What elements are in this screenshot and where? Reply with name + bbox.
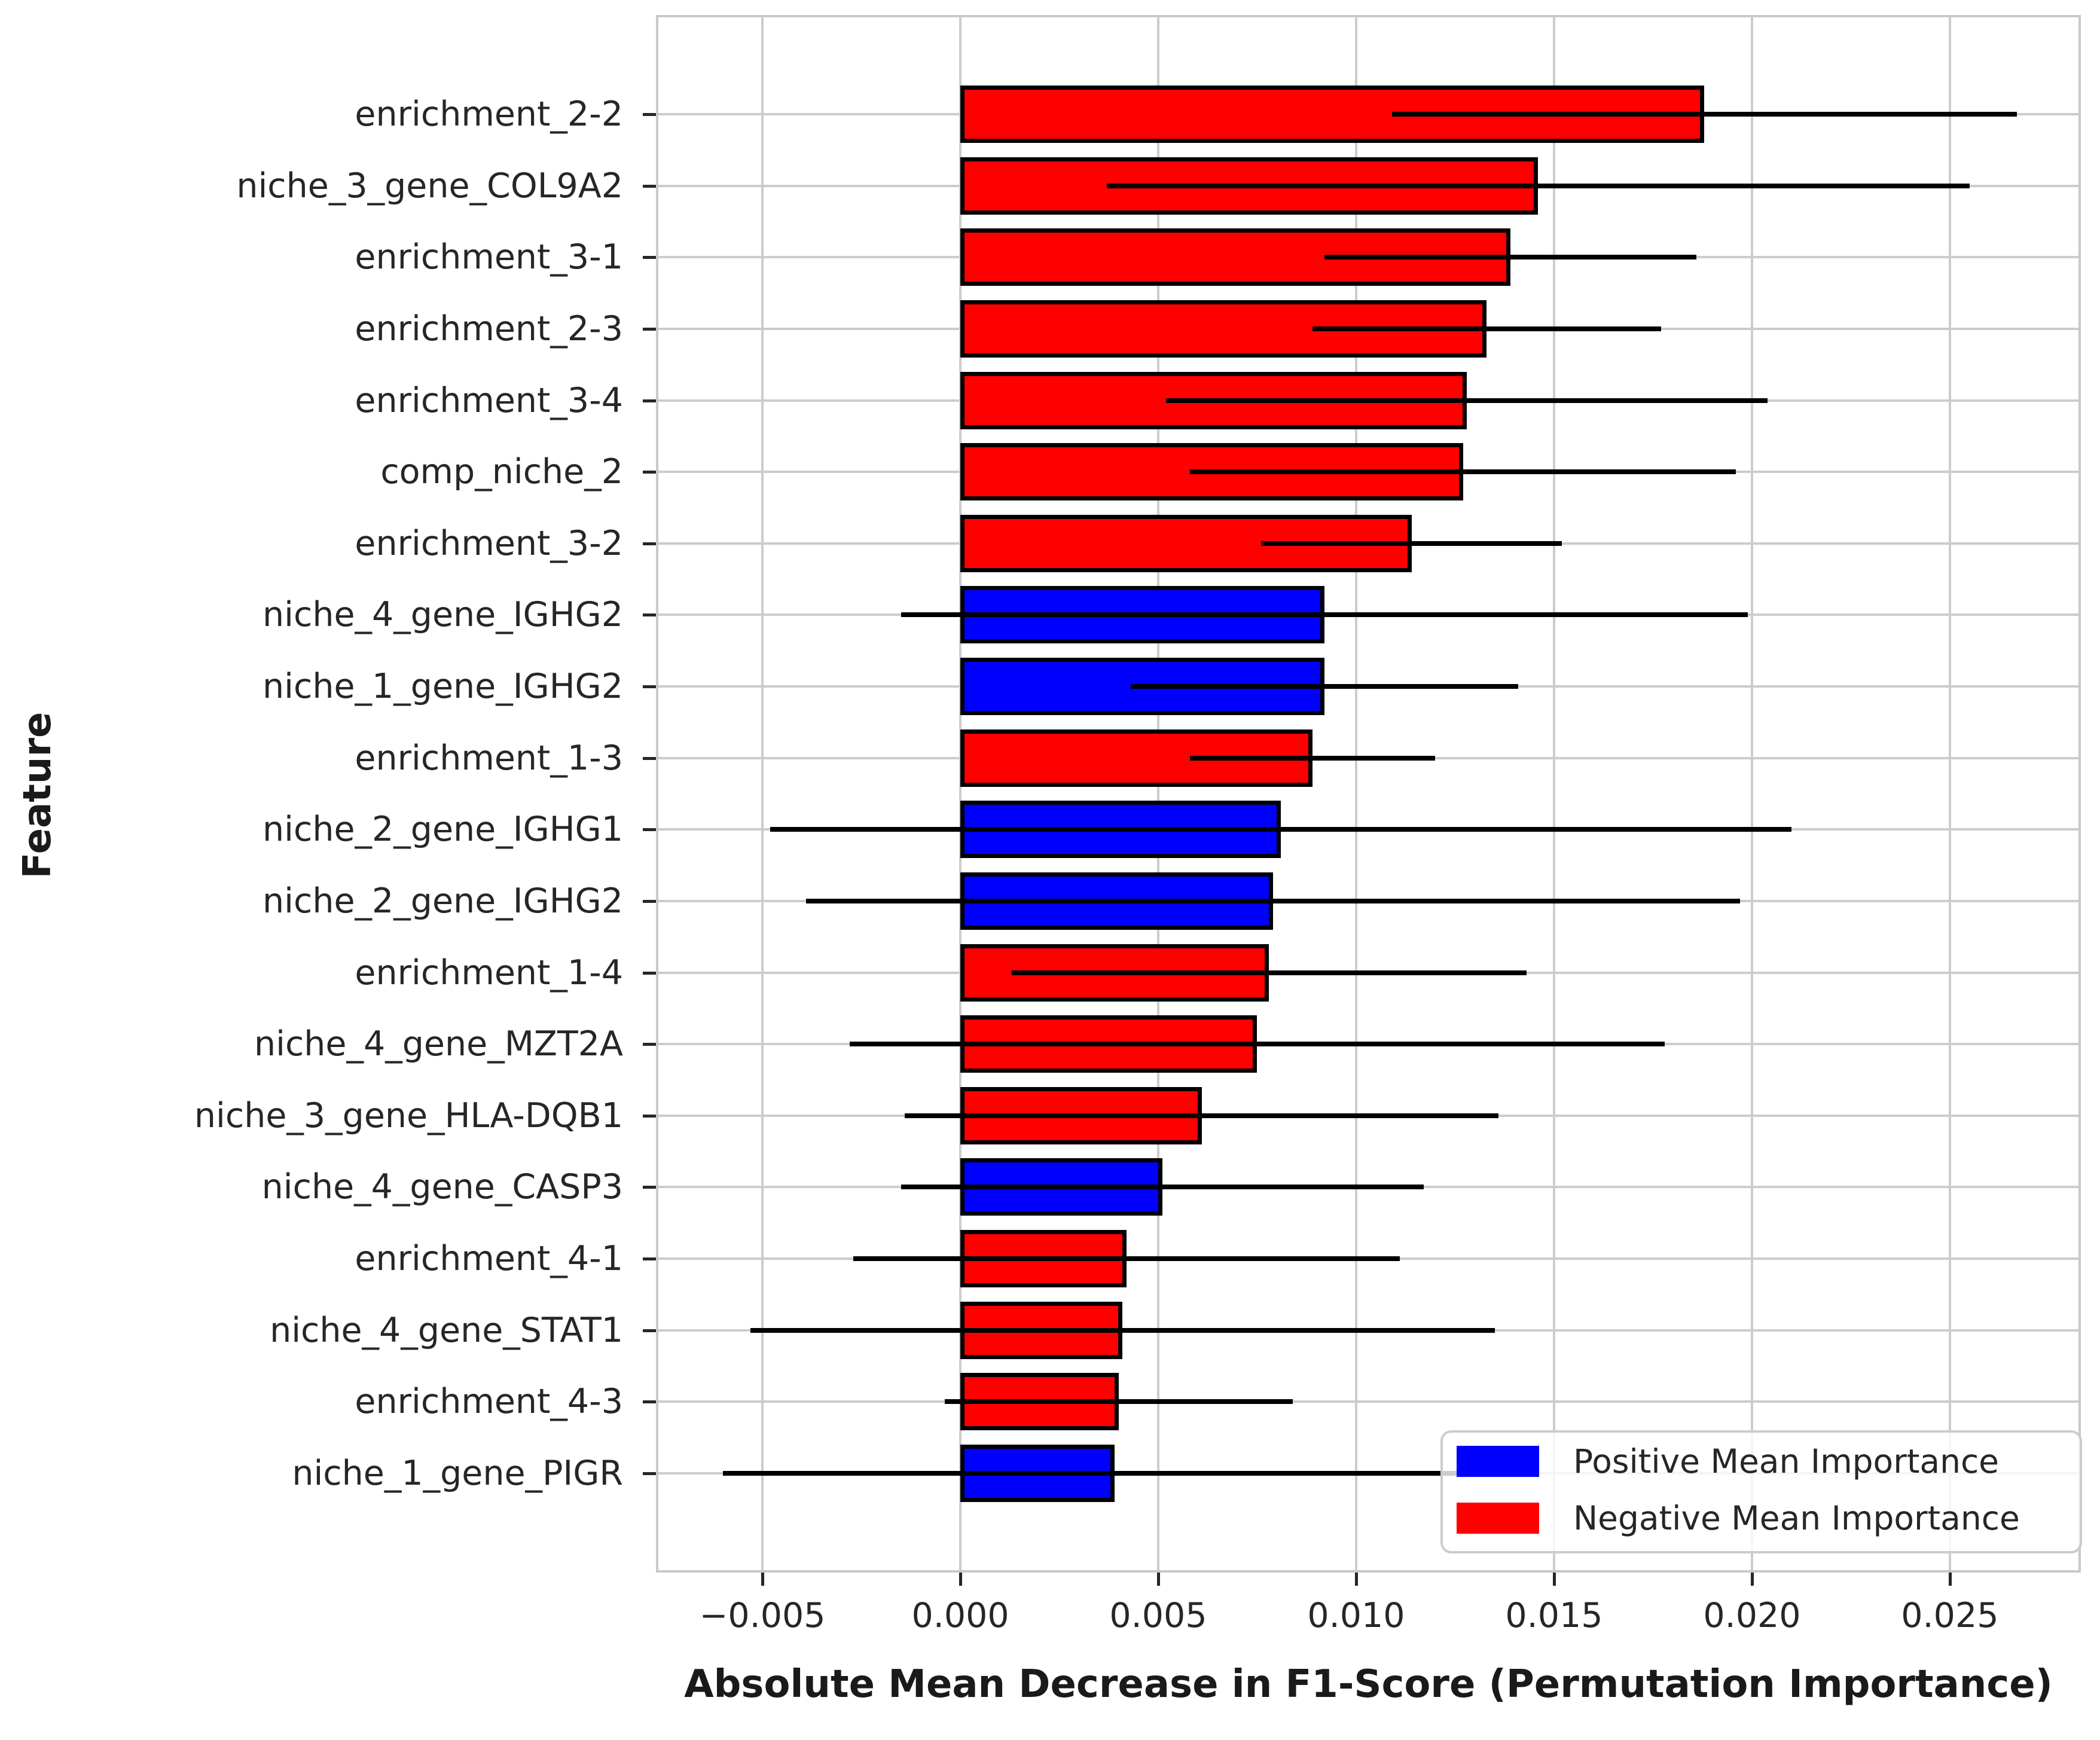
y-tick-label-enrichment_1-4: enrichment_1-4: [355, 953, 623, 993]
y-tickmark-enrichment_3-2: [643, 542, 656, 545]
gridline-x-0.000: [959, 15, 962, 1573]
x-tick-label-0.015: 0.015: [1505, 1596, 1603, 1635]
y-tickmark-comp_niche_2: [643, 471, 656, 474]
y-tickmark-enrichment_3-1: [643, 256, 656, 260]
y-tickmark-niche_4_gene_STAT1: [643, 1329, 656, 1332]
y-tick-label-enrichment_1-3: enrichment_1-3: [355, 738, 623, 778]
error-bar-enrichment_4-3: [944, 1399, 1293, 1405]
y-tick-label-niche_3_gene_HLA-DQB1: niche_3_gene_HLA-DQB1: [194, 1095, 623, 1135]
legend-swatch-positive-icon: [1457, 1445, 1539, 1477]
y-tickmark-enrichment_4-1: [643, 1257, 656, 1261]
y-tickmark-niche_2_gene_IGHG2: [643, 899, 656, 903]
y-tickmark-enrichment_1-4: [643, 971, 656, 975]
gridline-x-0.025: [1948, 15, 1951, 1573]
y-tickmark-enrichment_2-2: [643, 113, 656, 116]
x-tickmark-0.010: [1354, 1573, 1358, 1586]
plot-box: [656, 15, 2081, 1573]
error-bar-niche_3_gene_HLA-DQB1: [905, 1113, 1499, 1118]
bar-enrichment_2-3: [960, 300, 1487, 358]
y-tick-label-enrichment_2-2: enrichment_2-2: [355, 94, 623, 134]
error-bar-niche_4_gene_CASP3: [901, 1185, 1424, 1190]
y-tick-label-niche_3_gene_COL9A2: niche_3_gene_COL9A2: [236, 166, 623, 206]
y-tickmark-enrichment_2-3: [643, 327, 656, 331]
legend-label-positive: Positive Mean Importance: [1573, 1442, 2000, 1480]
y-tickmark-enrichment_4-3: [643, 1400, 656, 1404]
y-tick-label-enrichment_3-1: enrichment_3-1: [355, 237, 623, 277]
error-bar-niche_3_gene_COL9A2: [1106, 183, 1970, 188]
y-tick-label-comp_niche_2: comp_niche_2: [380, 452, 623, 492]
legend-label-negative: Negative Mean Importance: [1573, 1498, 2020, 1537]
y-tickmark-niche_1_gene_PIGR: [643, 1472, 656, 1475]
gridline-x-0.015: [1552, 15, 1555, 1573]
error-bar-niche_2_gene_IGHG2: [805, 898, 1741, 903]
y-tickmark-enrichment_3-4: [643, 399, 656, 402]
error-bar-enrichment_3-2: [1261, 541, 1562, 546]
y-tick-label-niche_4_gene_CASP3: niche_4_gene_CASP3: [261, 1167, 623, 1207]
x-tick-label-−0.005: −0.005: [699, 1596, 826, 1635]
error-bar-niche_1_gene_IGHG2: [1130, 684, 1519, 689]
x-tick-label-0.020: 0.020: [1703, 1596, 1801, 1635]
gridline-x-0.005: [1157, 15, 1159, 1573]
y-tick-label-enrichment_3-4: enrichment_3-4: [355, 380, 623, 420]
y-tick-label-niche_1_gene_PIGR: niche_1_gene_PIGR: [292, 1454, 623, 1493]
y-tickmark-niche_3_gene_COL9A2: [643, 184, 656, 188]
legend-item-negative: Negative Mean Importance: [1443, 1489, 2080, 1546]
y-tick-label-niche_2_gene_IGHG2: niche_2_gene_IGHG2: [262, 881, 623, 921]
x-tickmark-0.005: [1157, 1573, 1160, 1586]
y-tickmark-niche_4_gene_CASP3: [643, 1186, 656, 1189]
legend-swatch-negative-icon: [1457, 1502, 1539, 1534]
y-tick-label-niche_1_gene_IGHG2: niche_1_gene_IGHG2: [262, 667, 623, 707]
y-tick-label-niche_2_gene_IGHG1: niche_2_gene_IGHG1: [262, 810, 623, 850]
error-bar-niche_4_gene_IGHG2: [901, 612, 1748, 618]
y-tick-label-niche_4_gene_IGHG2: niche_4_gene_IGHG2: [262, 595, 623, 635]
error-bar-enrichment_2-3: [1312, 326, 1661, 331]
error-bar-niche_4_gene_STAT1: [750, 1327, 1495, 1333]
error-bar-enrichment_2-2: [1391, 112, 2017, 117]
x-tickmark-−0.005: [761, 1573, 765, 1586]
error-bar-enrichment_1-4: [1012, 970, 1527, 975]
y-tickmark-enrichment_1-3: [643, 756, 656, 760]
y-axis-label: Feature: [16, 712, 60, 879]
y-tick-label-enrichment_3-2: enrichment_3-2: [355, 523, 623, 563]
y-tick-label-enrichment_4-3: enrichment_4-3: [355, 1382, 623, 1422]
error-bar-enrichment_3-1: [1324, 255, 1697, 260]
gridline-x-0.010: [1354, 15, 1357, 1573]
y-tickmark-niche_4_gene_IGHG2: [643, 613, 656, 617]
y-tickmark-niche_2_gene_IGHG1: [643, 828, 656, 832]
y-tick-label-niche_4_gene_STAT1: niche_4_gene_STAT1: [270, 1310, 623, 1350]
y-tickmark-niche_4_gene_MZT2A: [643, 1043, 656, 1046]
gridline-y-enrichment_4-3: [656, 1400, 2081, 1403]
x-tick-label-0.000: 0.000: [911, 1596, 1009, 1635]
x-tickmark-0.020: [1750, 1573, 1754, 1586]
gridline-x-0.020: [1750, 15, 1753, 1573]
x-tickmark-0.025: [1948, 1573, 1952, 1586]
x-tickmark-0.015: [1552, 1573, 1556, 1586]
x-tick-label-0.025: 0.025: [1901, 1596, 1999, 1635]
y-tick-label-enrichment_4-1: enrichment_4-1: [355, 1239, 623, 1279]
x-tick-label-0.005: 0.005: [1109, 1596, 1207, 1635]
error-bar-niche_1_gene_PIGR: [722, 1471, 1507, 1476]
x-axis-label: Absolute Mean Decrease in F1-Score (Perm…: [684, 1662, 2053, 1707]
x-tick-label-0.010: 0.010: [1307, 1596, 1405, 1635]
error-bar-enrichment_4-1: [853, 1256, 1400, 1262]
error-bar-enrichment_1-3: [1189, 755, 1436, 761]
error-bar-niche_4_gene_MZT2A: [849, 1042, 1665, 1047]
x-tickmark-0.000: [959, 1573, 963, 1586]
error-bar-enrichment_3-4: [1166, 398, 1768, 403]
y-tick-label-niche_4_gene_MZT2A: niche_4_gene_MZT2A: [254, 1024, 623, 1064]
y-tickmark-niche_3_gene_HLA-DQB1: [643, 1114, 656, 1118]
legend-item-positive: Positive Mean Importance: [1443, 1433, 2080, 1489]
error-bar-niche_2_gene_IGHG1: [770, 827, 1792, 832]
legend: Positive Mean Importance Negative Mean I…: [1440, 1430, 2082, 1553]
error-bar-comp_niche_2: [1189, 469, 1736, 475]
y-tickmark-niche_1_gene_IGHG2: [643, 685, 656, 689]
y-tick-label-enrichment_2-3: enrichment_2-3: [355, 309, 623, 349]
gridline-x-−0.005: [761, 15, 764, 1573]
